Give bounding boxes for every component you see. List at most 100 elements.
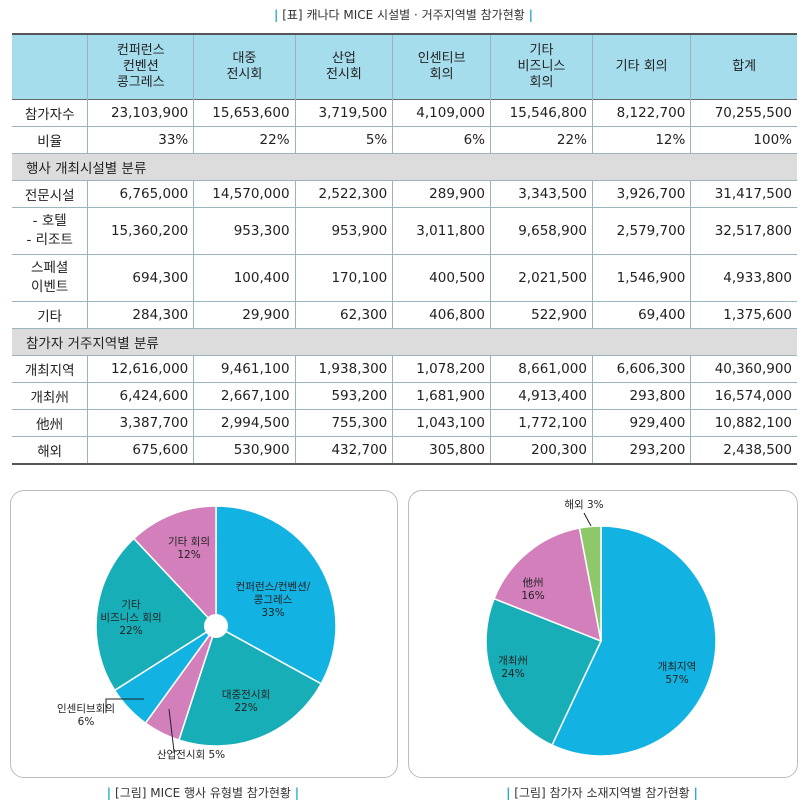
table-cell: 305,800: [392, 436, 491, 464]
table-cell: 289,900: [392, 180, 491, 208]
column-header: 대중 전시회: [193, 34, 296, 100]
table-cell: 69,400: [592, 301, 692, 329]
pie-slice: [485, 597, 603, 747]
table-cell: 15,360,200: [87, 207, 195, 255]
table-row: 개최지역 12,616,000 9,461,100 1,938,300 1,078,20…: [12, 355, 797, 383]
table-cell: 522,900: [490, 301, 593, 329]
pie-chart-svg: [485, 512, 717, 757]
table-cell: 22%: [490, 126, 593, 154]
table-cell: 400,500: [392, 254, 491, 302]
table-row: 스페셜 이벤트 694,300 100,400 170,100 400,500 2,021,…: [12, 254, 797, 302]
table-cell: 1,681,900: [392, 382, 491, 410]
table-header-row: 컨퍼런스 컨벤션 콩그레스 대중 전시회 산업 전시회 인센티브 회의 기타 비즈니스 회의 기타 회의…: [12, 34, 797, 100]
table-cell: 953,900: [295, 207, 394, 255]
table-cell: 432,700: [295, 436, 394, 464]
region-pie-panel: 개최지역 57% 개최州 24% 他州 16% 해외 3%: [408, 490, 798, 778]
table-cell: 9,461,100: [193, 355, 296, 383]
row-label: 기타: [12, 301, 89, 329]
column-header: 산업 전시회: [295, 34, 394, 100]
table-cell: 16,574,000: [714, 388, 792, 404]
table-cell: 32,517,800: [714, 222, 792, 239]
table-cell: 6,424,600: [87, 382, 195, 410]
pie-slice-label: 해외 3%: [564, 499, 604, 511]
row-label: - 호텔 - 리조트: [12, 207, 89, 255]
table-cell: 40,360,900: [714, 361, 792, 377]
pie-slice-label: 개최지역 57%: [657, 661, 697, 686]
table-cell: 6,606,300: [592, 355, 692, 383]
pie-slice-label: 컨퍼런스/컨벤션/콩그레스 33%: [235, 581, 311, 619]
section-title: 참가자 거주지역별 분류: [12, 328, 797, 356]
pie-slice: [95, 537, 218, 692]
event-type-pie-panel: 컨퍼런스/컨벤션/콩그레스 33% 대중전시회 22% 산업전시회 5% 인센티브회의 6%…: [10, 490, 398, 778]
table-cell: 3,011,800: [392, 207, 491, 255]
table-cell: 755,300: [295, 409, 394, 437]
row-label: 개최州: [12, 382, 89, 410]
table-cell: 3,343,500: [490, 180, 593, 208]
table-cell: 29,900: [193, 301, 296, 329]
table-cell: 170,100: [295, 254, 394, 302]
table-row: 개최州 6,424,600 2,667,100 593,200 1,681,900 4,9…: [12, 382, 797, 410]
table-cell: 31,417,500: [714, 186, 792, 202]
table-cell: 593,200: [295, 382, 394, 410]
table-row: 해외 675,600 530,900 432,700 305,800 200,300 293…: [12, 436, 797, 464]
table-cell: 4,933,800: [723, 269, 792, 286]
pie-slice-label: 인센티브회의 6%: [57, 703, 115, 728]
table-cell: 694,300: [87, 254, 195, 302]
table-cell: 200,300: [490, 436, 593, 464]
table-cell: 4,913,400: [490, 382, 593, 410]
column-header: 합계: [690, 34, 797, 100]
table-cell: 3,719,500: [295, 99, 394, 127]
table-cell: 2,021,500: [490, 254, 593, 302]
table-cell: 33%: [87, 126, 195, 154]
pie-slice: [493, 527, 602, 643]
table-caption: | [표] 캐나다 MICE 시설별 · 거주지역별 참가현황 |: [273, 8, 533, 22]
pie-slice: [215, 505, 337, 685]
row-label: 스페셜 이벤트: [12, 254, 89, 302]
table-cell: 293,200: [592, 436, 692, 464]
row-label: 他州: [12, 409, 89, 437]
table-cell: 2,438,500: [723, 442, 792, 458]
table-row: 기타 284,300 29,900 62,300 406,800 522,900 69,40…: [12, 301, 797, 329]
pie-slice-label: 대중전시회 22%: [221, 689, 271, 714]
pie-center-hole: [204, 614, 228, 638]
table-cell: 100%: [753, 132, 792, 148]
row-label: 개최지역: [12, 355, 89, 383]
table-cell: 1,772,100: [490, 409, 593, 437]
pie-slice-label: 기타 비즈니스 회의 22%: [100, 599, 162, 637]
table-row: 비율 33% 22% 5% 6% 22% 12% 100%: [12, 126, 797, 154]
column-header: 기타 비즈니스 회의: [490, 34, 593, 100]
table-row: - 호텔 - 리조트 15,360,200 953,300 953,900 3,011,8…: [12, 207, 797, 255]
table-cell: 675,600: [87, 436, 195, 464]
table-cell: 100,400: [193, 254, 296, 302]
table-row: 他州 3,387,700 2,994,500 755,300 1,043,100 1,77…: [12, 409, 797, 437]
table-cell: 1,043,100: [392, 409, 491, 437]
figure-caption-region: | [그림] 참가자 소재지역별 참가현황 |: [506, 786, 698, 800]
table-cell: 6%: [392, 126, 491, 154]
row-label: 비율: [12, 126, 89, 154]
table-cell: 9,658,900: [490, 207, 593, 255]
table-cell: 2,667,100: [193, 382, 296, 410]
pie-slice-label: 기타 회의 12%: [168, 536, 210, 561]
table-cell: 1,546,900: [592, 254, 692, 302]
pie-slice: [578, 525, 602, 642]
table-cell: 23,103,900: [87, 99, 195, 127]
table-cell: 12,616,000: [87, 355, 195, 383]
table-cell: 929,400: [592, 409, 692, 437]
header-corner-cell: [12, 34, 89, 100]
table-cell: 14,570,000: [193, 180, 296, 208]
table-cell: 406,800: [392, 301, 491, 329]
pie-slice-label: 他州 16%: [521, 577, 545, 602]
table-cell: 22%: [193, 126, 296, 154]
table-cell: 15,546,800: [490, 99, 593, 127]
mice-participation-table: 컨퍼런스 컨벤션 콩그레스 대중 전시회 산업 전시회 인센티브 회의 기타 비즈니스 회의 기타 회의…: [12, 33, 797, 465]
table-cell: 3,926,700: [592, 180, 692, 208]
table-cell: 8,122,700: [592, 99, 692, 127]
table-cell: 293,800: [592, 382, 692, 410]
table-cell: 8,661,000: [490, 355, 593, 383]
leader-line: [105, 698, 144, 713]
table-cell: 62,300: [295, 301, 394, 329]
figure-caption-event-type: | [그림] MICE 행사 유형별 참가현황 |: [106, 786, 300, 800]
table-cell: 70,255,500: [714, 105, 792, 121]
column-header: 기타 회의: [592, 34, 692, 100]
pie-slice-label: 개최州 24%: [498, 655, 528, 680]
